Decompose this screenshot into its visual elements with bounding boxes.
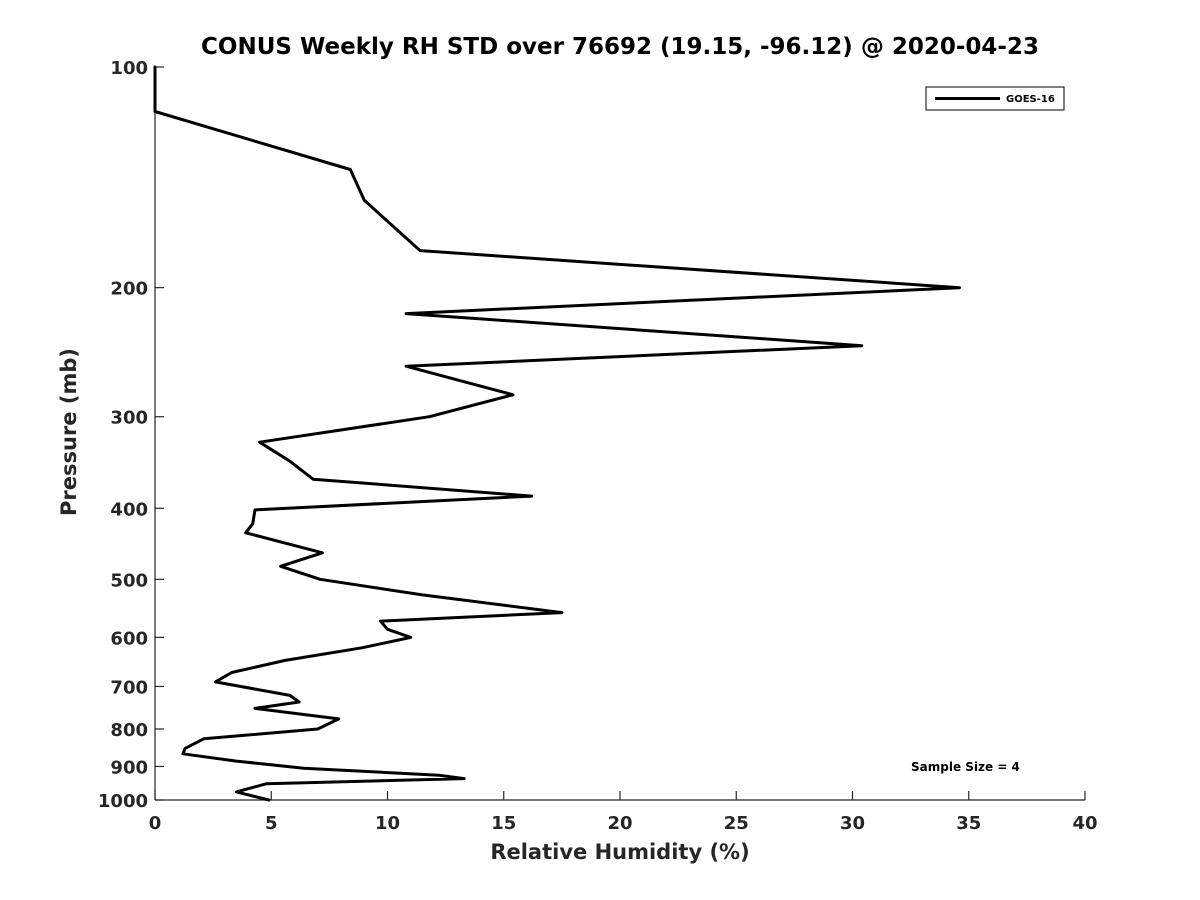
y-tick-label: 200 — [110, 279, 148, 300]
y-axis: 100 200 300 400 500 600 700 800 900 1000 — [98, 58, 164, 812]
y-tick-label: 700 — [110, 677, 148, 698]
x-axis: 0 5 10 15 20 25 30 35 40 — [149, 791, 1098, 834]
y-axis-label: Pressure (mb) — [57, 348, 81, 516]
y-tick-label: 500 — [110, 570, 148, 591]
legend-label: GOES-16 — [1006, 94, 1055, 105]
x-axis-label: Relative Humidity (%) — [490, 840, 749, 864]
series-line — [153, 65, 961, 802]
x-tick-label: 20 — [607, 813, 632, 834]
x-tick-label: 15 — [491, 813, 516, 834]
y-tick-label: 800 — [110, 720, 148, 741]
x-tick-label: 30 — [840, 813, 865, 834]
y-tick-label: 600 — [110, 628, 148, 649]
sample-size-annotation: Sample Size = 4 — [911, 760, 1020, 774]
x-tick-label: 5 — [265, 813, 278, 834]
x-tick-label: 10 — [375, 813, 400, 834]
chart-title: CONUS Weekly RH STD over 76692 (19.15, -… — [201, 34, 1039, 60]
x-tick-label: 25 — [724, 813, 749, 834]
y-tick-label: 400 — [110, 499, 148, 520]
y-tick-label: 900 — [110, 757, 148, 778]
x-tick-label: 0 — [149, 813, 162, 834]
plot-area — [153, 65, 961, 802]
x-tick-label: 40 — [1072, 813, 1097, 834]
y-tick-label: 300 — [110, 408, 148, 429]
y-tick-label: 1000 — [98, 791, 148, 812]
x-tick-label: 35 — [956, 813, 981, 834]
y-tick-label: 100 — [110, 58, 148, 79]
legend: GOES-16 — [925, 86, 1065, 111]
